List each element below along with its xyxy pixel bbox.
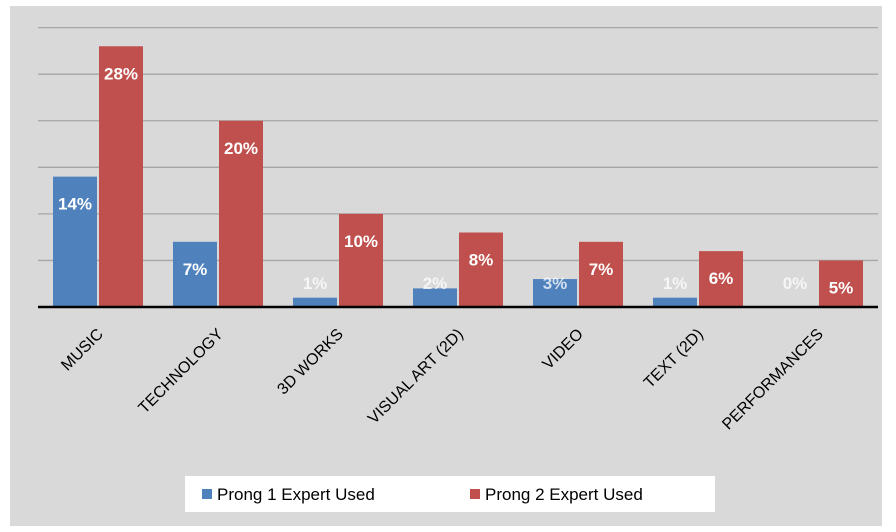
data-label-prong-1: 0%	[783, 274, 808, 293]
data-label-prong-1: 3%	[543, 274, 568, 293]
data-label-prong-1: 2%	[423, 274, 448, 293]
bar-prong-1	[53, 176, 97, 307]
legend-box	[185, 476, 715, 512]
legend: Prong 1 Expert Used Prong 2 Expert Used	[185, 476, 715, 512]
bar-prong-1	[293, 297, 337, 307]
x-tick-label: TECHNOLOGY	[136, 326, 227, 417]
bar-prong-2	[339, 213, 383, 307]
data-label-prong-1: 1%	[303, 274, 328, 293]
data-labels: 14% 28% 7% 20% 1% 10% 2% 8% 3% 7% 1% 6% 0% 5%	[58, 64, 853, 297]
bar-prong-1	[533, 279, 577, 307]
legend-swatch-prong-2	[470, 489, 480, 499]
legend-label-prong-1: Prong 1 Expert Used	[217, 485, 375, 504]
data-label-prong-1: 1%	[663, 274, 688, 293]
bar-prong-2	[579, 241, 623, 307]
bar-prong-2	[459, 232, 503, 307]
data-label-prong-2: 10%	[344, 232, 378, 251]
x-tick-label: TEXT (2D)	[641, 326, 707, 392]
data-label-prong-2: 8%	[469, 251, 494, 270]
x-tick-label: VISUAL ART (2D)	[365, 326, 467, 428]
bar-prong-1	[413, 288, 457, 307]
data-label-prong-1: 14%	[58, 195, 92, 214]
bar-prong-2	[99, 46, 143, 307]
x-tick-label: MUSIC	[58, 326, 106, 374]
bar-prong-2	[219, 120, 263, 307]
bars	[53, 46, 863, 307]
bar-prong-1	[653, 297, 697, 307]
x-axis: MUSIC TECHNOLOGY 3D WORKS VISUAL ART (2D) VI…	[38, 305, 878, 434]
data-label-prong-1: 7%	[183, 260, 208, 279]
gridlines	[38, 26, 878, 262]
data-label-prong-2: 28%	[104, 64, 138, 83]
x-tick-label: PERFORMANCES	[719, 326, 827, 434]
bar-prong-1	[173, 241, 217, 307]
data-label-prong-2: 20%	[224, 139, 258, 158]
data-label-prong-2: 6%	[709, 269, 734, 288]
x-tick-label: VIDEO	[540, 326, 587, 373]
bar-prong-2	[819, 260, 863, 307]
legend-swatch-prong-1	[202, 489, 212, 499]
x-tick-label: 3D WORKS	[274, 326, 346, 398]
data-label-prong-2: 5%	[829, 278, 854, 297]
bar-prong-2	[699, 251, 743, 307]
legend-label-prong-2: Prong 2 Expert Used	[485, 485, 643, 504]
data-label-prong-2: 7%	[589, 260, 614, 279]
